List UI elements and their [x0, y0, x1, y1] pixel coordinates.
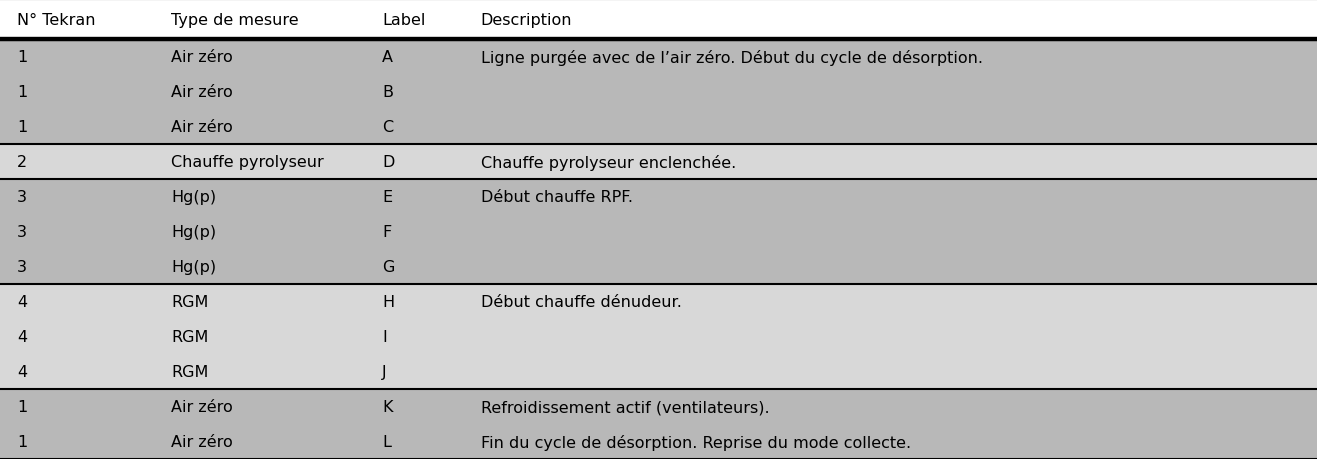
Text: Refroidissement actif (ventilateurs).: Refroidissement actif (ventilateurs). — [481, 399, 769, 414]
Text: 4: 4 — [17, 364, 28, 379]
Text: 1: 1 — [17, 399, 28, 414]
Bar — [0, 75, 1317, 110]
Text: Chauffe pyrolyseur enclenchée.: Chauffe pyrolyseur enclenchée. — [481, 155, 736, 170]
Text: J: J — [382, 364, 387, 379]
Text: Hg(p): Hg(p) — [171, 225, 216, 240]
Text: 4: 4 — [17, 295, 28, 309]
Text: H: H — [382, 295, 394, 309]
Text: 3: 3 — [17, 260, 28, 274]
Text: Type de mesure: Type de mesure — [171, 13, 299, 28]
Text: RGM: RGM — [171, 330, 208, 344]
Text: Hg(p): Hg(p) — [171, 260, 216, 274]
Text: Début chauffe dénudeur.: Début chauffe dénudeur. — [481, 295, 682, 309]
Bar — [0, 110, 1317, 145]
Bar — [0, 354, 1317, 389]
Text: F: F — [382, 225, 391, 240]
Bar — [0, 180, 1317, 215]
Text: 1: 1 — [17, 120, 28, 135]
Bar — [0, 389, 1317, 424]
Text: C: C — [382, 120, 392, 135]
Bar — [0, 0, 1317, 40]
Text: 1: 1 — [17, 50, 28, 65]
Text: E: E — [382, 190, 392, 205]
Text: Air zéro: Air zéro — [171, 399, 233, 414]
Text: K: K — [382, 399, 392, 414]
Text: Hg(p): Hg(p) — [171, 190, 216, 205]
Text: B: B — [382, 85, 392, 100]
Text: Fin du cycle de désorption. Reprise du mode collecte.: Fin du cycle de désorption. Reprise du m… — [481, 434, 911, 449]
Text: Chauffe pyrolyseur: Chauffe pyrolyseur — [171, 155, 324, 170]
Text: N° Tekran: N° Tekran — [17, 13, 96, 28]
Text: RGM: RGM — [171, 295, 208, 309]
Text: 3: 3 — [17, 190, 28, 205]
Text: 4: 4 — [17, 330, 28, 344]
Text: 1: 1 — [17, 85, 28, 100]
Text: 1: 1 — [17, 434, 28, 449]
Bar — [0, 424, 1317, 459]
Bar — [0, 319, 1317, 354]
Text: G: G — [382, 260, 394, 274]
Text: Air zéro: Air zéro — [171, 434, 233, 449]
Text: 3: 3 — [17, 225, 28, 240]
Text: Air zéro: Air zéro — [171, 120, 233, 135]
Text: A: A — [382, 50, 392, 65]
Bar — [0, 145, 1317, 180]
Bar — [0, 285, 1317, 319]
Text: 2: 2 — [17, 155, 28, 170]
Bar — [0, 250, 1317, 285]
Text: D: D — [382, 155, 394, 170]
Text: Air zéro: Air zéro — [171, 85, 233, 100]
Text: I: I — [382, 330, 387, 344]
Bar — [0, 40, 1317, 75]
Text: Ligne purgée avec de l’air zéro. Début du cycle de désorption.: Ligne purgée avec de l’air zéro. Début d… — [481, 50, 982, 66]
Bar — [0, 215, 1317, 250]
Text: Début chauffe RPF.: Début chauffe RPF. — [481, 190, 632, 205]
Text: Description: Description — [481, 13, 572, 28]
Text: Label: Label — [382, 13, 425, 28]
Text: Air zéro: Air zéro — [171, 50, 233, 65]
Text: RGM: RGM — [171, 364, 208, 379]
Text: L: L — [382, 434, 391, 449]
